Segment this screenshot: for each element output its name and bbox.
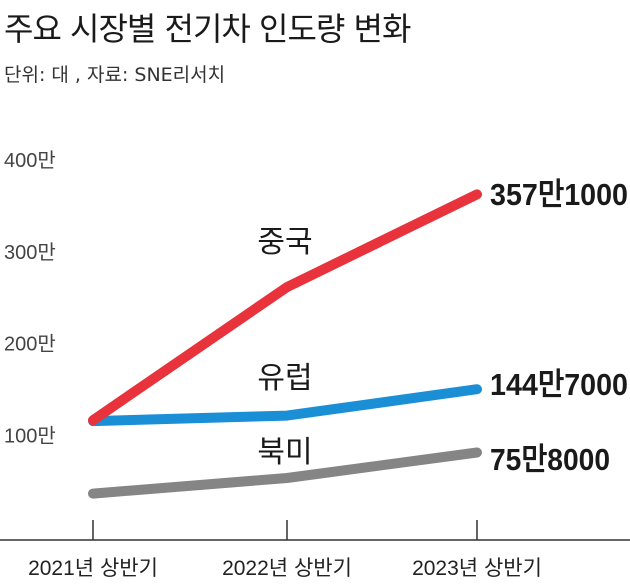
series-line-중국 bbox=[88, 189, 482, 426]
x-tick-label: 2023년 상반기 bbox=[412, 557, 542, 580]
y-tick-label: 200만 bbox=[4, 333, 56, 356]
series-name-label: 중국 bbox=[257, 225, 312, 260]
y-axis-labels: 100만 200만 300만 400만 bbox=[4, 149, 56, 447]
chart-title: 주요 시장별 전기차 인도량 변화 bbox=[4, 10, 411, 48]
series-line-유럽 bbox=[88, 384, 482, 427]
y-tick-label: 400만 bbox=[4, 149, 56, 172]
series-name-label: 유럽 bbox=[257, 361, 312, 396]
series-end-value-label: 144만7000 bbox=[490, 367, 628, 402]
y-tick-label: 100만 bbox=[4, 424, 56, 447]
x-tick-label: 2021년 상반기 bbox=[28, 557, 158, 580]
series-name-label: 북미 bbox=[257, 435, 312, 470]
series-line-북미 bbox=[88, 447, 482, 499]
chart-unit-source: 단위: 대 , 자료: SNE리서치 bbox=[4, 64, 226, 86]
y-tick-label: 300만 bbox=[4, 241, 56, 264]
series-end-value-label: 357만1000 bbox=[490, 177, 628, 212]
end-labels: 357만1000 144만7000 75만8000 bbox=[490, 177, 628, 477]
x-tick-label: 2022년 상반기 bbox=[222, 557, 352, 580]
series-lines bbox=[88, 189, 482, 499]
x-axis: 2021년 상반기 2022년 상반기 2023년 상반기 bbox=[0, 520, 630, 580]
series-end-value-label: 75만8000 bbox=[490, 442, 610, 477]
